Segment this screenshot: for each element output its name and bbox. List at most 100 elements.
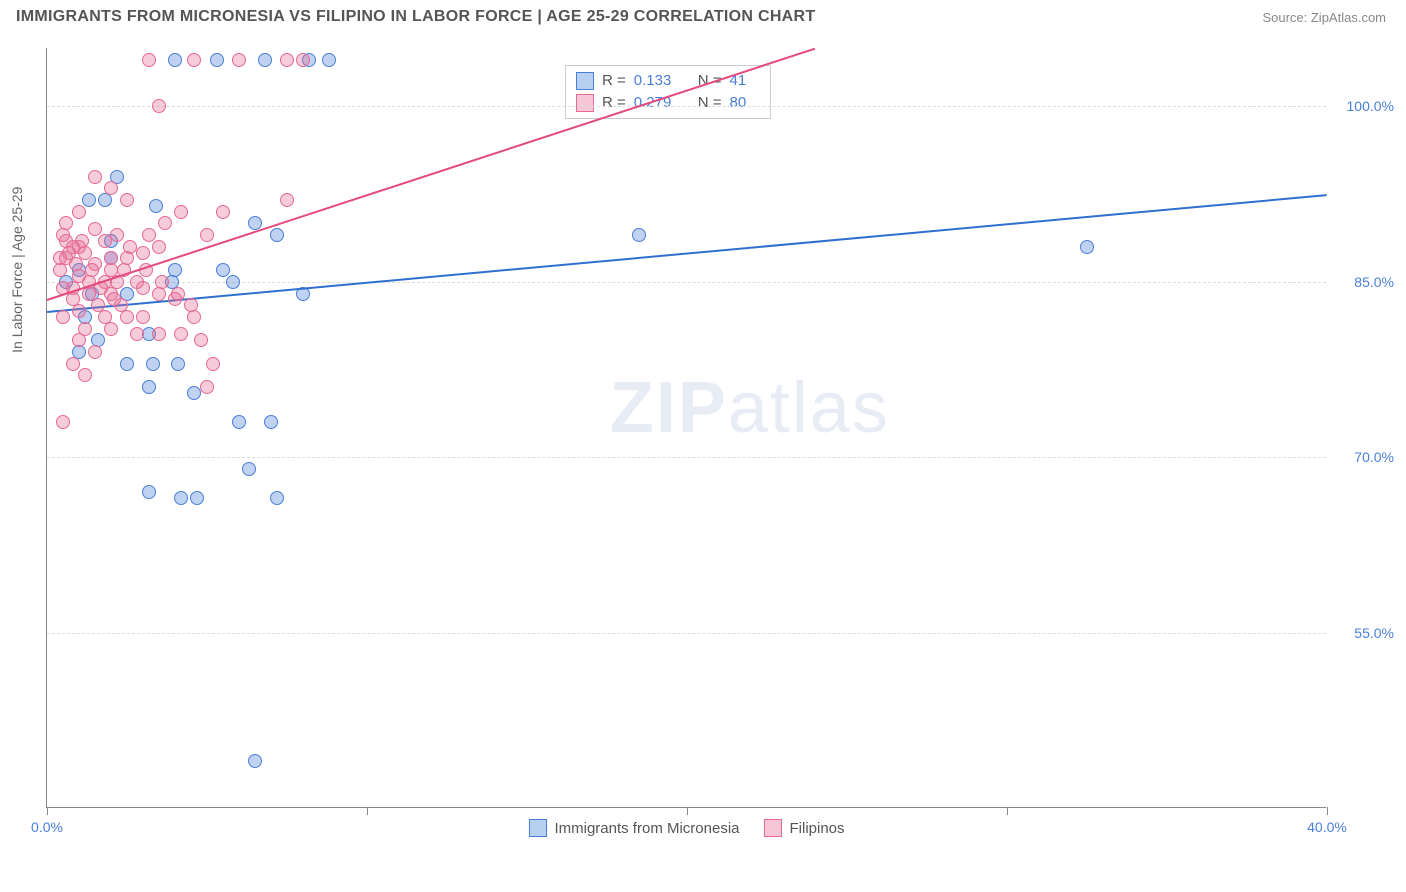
x-tick — [1327, 807, 1328, 815]
scatter-point — [142, 380, 156, 394]
scatter-point — [104, 181, 118, 195]
scatter-point — [171, 357, 185, 371]
scatter-point — [632, 228, 646, 242]
y-tick-label: 85.0% — [1354, 274, 1394, 290]
legend-bottom: Immigrants from Micronesia Filipinos — [520, 819, 852, 837]
gridline-h — [47, 106, 1326, 107]
chart-title: IMMIGRANTS FROM MICRONESIA VS FILIPINO I… — [16, 8, 815, 26]
scatter-point — [56, 415, 70, 429]
trendline — [47, 194, 1327, 313]
scatter-point — [296, 53, 310, 67]
scatter-point — [194, 333, 208, 347]
scatter-point — [72, 205, 86, 219]
legend-r-label: R = — [602, 72, 626, 89]
scatter-point — [152, 240, 166, 254]
scatter-point — [69, 257, 83, 271]
legend-swatch — [576, 94, 594, 112]
scatter-point — [158, 216, 172, 230]
legend-bottom-item: Immigrants from Micronesia — [528, 819, 739, 837]
scatter-point — [210, 53, 224, 67]
legend-n-label: N = — [698, 94, 722, 111]
scatter-point — [120, 310, 134, 324]
scatter-point — [155, 275, 169, 289]
scatter-point — [232, 53, 246, 67]
scatter-point — [168, 53, 182, 67]
scatter-point — [270, 228, 284, 242]
legend-r-value: 0.133 — [634, 72, 690, 89]
scatter-point — [110, 228, 124, 242]
legend-top-row: R =0.133N =41 — [576, 70, 760, 92]
scatter-point — [264, 415, 278, 429]
legend-swatch — [576, 72, 594, 90]
scatter-point — [171, 287, 185, 301]
x-tick — [47, 807, 48, 815]
scatter-point — [85, 263, 99, 277]
scatter-point — [88, 222, 102, 236]
scatter-point — [280, 193, 294, 207]
scatter-point — [88, 170, 102, 184]
scatter-point — [200, 380, 214, 394]
scatter-point — [174, 205, 188, 219]
x-tick — [367, 807, 368, 815]
scatter-point — [174, 491, 188, 505]
scatter-point — [82, 193, 96, 207]
scatter-point — [187, 310, 201, 324]
scatter-point — [104, 322, 118, 336]
trendline — [47, 48, 816, 301]
scatter-point — [232, 415, 246, 429]
scatter-point — [107, 292, 121, 306]
gridline-h — [47, 633, 1326, 634]
scatter-point — [142, 53, 156, 67]
scatter-point — [72, 304, 86, 318]
y-axis-label: In Labor Force | Age 25-29 — [9, 186, 25, 352]
y-tick-label: 55.0% — [1354, 625, 1394, 641]
scatter-point — [270, 491, 284, 505]
gridline-h — [47, 457, 1326, 458]
legend-series-label: Filipinos — [790, 820, 845, 837]
scatter-point — [1080, 240, 1094, 254]
y-tick-label: 100.0% — [1347, 98, 1394, 114]
legend-swatch — [764, 819, 782, 837]
legend-r-label: R = — [602, 94, 626, 111]
scatter-point — [152, 327, 166, 341]
scatter-point — [130, 275, 144, 289]
scatter-point — [258, 53, 272, 67]
scatter-point — [152, 99, 166, 113]
x-tick — [687, 807, 688, 815]
scatter-point — [149, 199, 163, 213]
scatter-point — [187, 53, 201, 67]
legend-n-value: 80 — [730, 94, 760, 111]
scatter-point — [123, 240, 137, 254]
scatter-point — [142, 228, 156, 242]
source-label: Source: ZipAtlas.com — [1262, 10, 1386, 25]
scatter-point — [56, 310, 70, 324]
scatter-point — [72, 240, 86, 254]
scatter-point — [66, 357, 80, 371]
y-tick-label: 70.0% — [1354, 449, 1394, 465]
scatter-point — [280, 53, 294, 67]
legend-bottom-item: Filipinos — [764, 819, 845, 837]
legend-swatch — [528, 819, 546, 837]
scatter-point — [206, 357, 220, 371]
scatter-point — [136, 246, 150, 260]
chart-plot-area: In Labor Force | Age 25-29 ZIPatlas Immi… — [46, 48, 1326, 808]
scatter-point — [59, 234, 73, 248]
scatter-point — [174, 327, 188, 341]
legend-series-label: Immigrants from Micronesia — [554, 820, 739, 837]
scatter-point — [130, 327, 144, 341]
watermark-light: atlas — [728, 368, 890, 448]
scatter-point — [190, 491, 204, 505]
scatter-point — [120, 193, 134, 207]
scatter-point — [216, 205, 230, 219]
scatter-point — [136, 310, 150, 324]
scatter-point — [142, 485, 156, 499]
scatter-point — [248, 754, 262, 768]
watermark-bold: ZIP — [610, 368, 728, 448]
scatter-point — [88, 345, 102, 359]
scatter-point — [242, 462, 256, 476]
scatter-point — [226, 275, 240, 289]
scatter-point — [120, 357, 134, 371]
scatter-point — [78, 368, 92, 382]
x-tick-label: 40.0% — [1307, 819, 1347, 835]
scatter-point — [72, 333, 86, 347]
